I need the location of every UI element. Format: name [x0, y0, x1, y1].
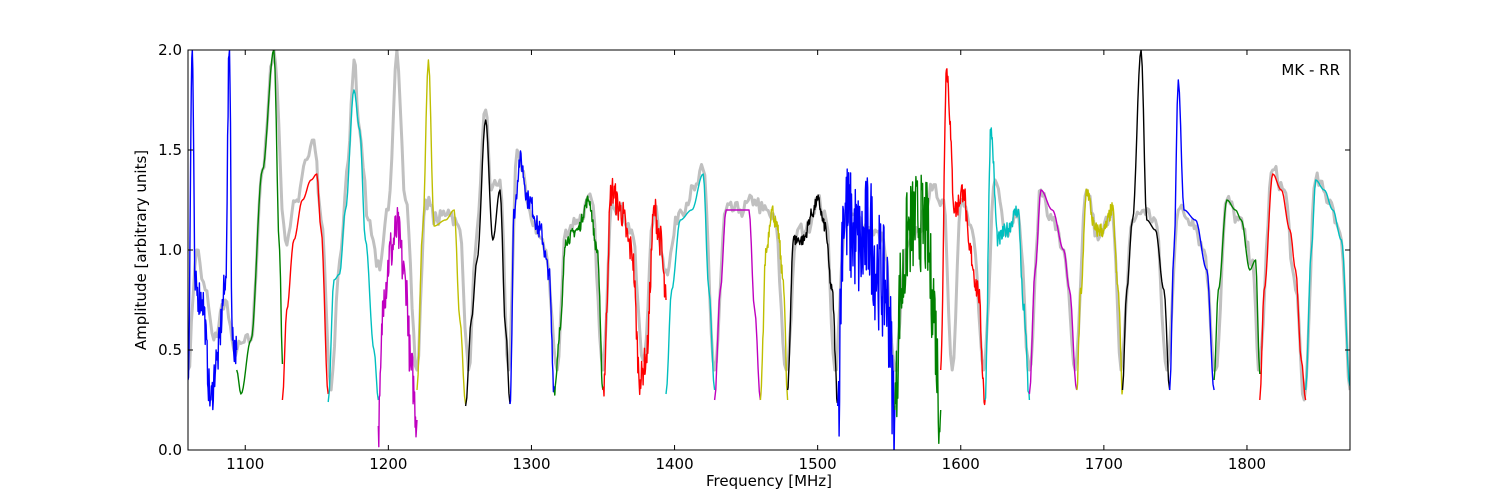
axis-ticks: 1100 1200 1300 1400 1500 1600 1700 1800 0.0 0.5 1.…	[158, 41, 1350, 473]
series-line-12	[713, 209, 762, 401]
series-line-24	[1259, 173, 1307, 401]
x-tick-label: 1700	[1085, 455, 1123, 473]
chart-annotation: MK - RR	[1281, 61, 1340, 79]
series-line-13	[759, 205, 789, 401]
series-line-21	[1121, 50, 1171, 391]
series-line-4	[327, 89, 379, 403]
series-line-9	[553, 195, 604, 396]
series-line-5	[377, 207, 418, 448]
series-line-15	[837, 168, 896, 450]
x-tick-label: 1400	[655, 455, 693, 473]
x-tick-label: 1300	[512, 455, 550, 473]
series-line-23	[1213, 199, 1261, 381]
series-line-18	[984, 127, 1031, 401]
series-line-1	[188, 50, 238, 411]
x-axis-label: Frequency [MHz]	[706, 472, 832, 490]
series-line-11	[665, 173, 716, 395]
series-line-20	[1076, 188, 1124, 395]
series-line-3	[281, 173, 329, 401]
x-tick-label: 1800	[1228, 455, 1266, 473]
series-line-2	[236, 50, 284, 395]
y-tick-label: 0.5	[158, 341, 182, 359]
x-tick-label: 1100	[226, 455, 264, 473]
series-line-10	[602, 177, 667, 397]
series-line-8	[509, 150, 555, 405]
y-tick-label: 0.0	[158, 441, 182, 459]
series-line-19	[1028, 189, 1078, 395]
y-tick-label: 1.5	[158, 141, 182, 159]
background-envelope-line	[188, 50, 1350, 402]
y-axis-label: Amplitude [arbitrary units]	[132, 150, 150, 350]
x-tick-label: 1500	[799, 455, 837, 473]
x-tick-label: 1600	[942, 455, 980, 473]
series-line-22	[1169, 79, 1215, 391]
x-tick-label: 1200	[369, 455, 407, 473]
series-line-25	[1304, 179, 1350, 391]
series-line-17	[940, 68, 986, 406]
series-line-6	[416, 59, 467, 405]
y-tick-label: 2.0	[158, 41, 182, 59]
series-line-14	[786, 194, 839, 404]
y-tick-label: 1.0	[158, 241, 182, 259]
series-line-7	[464, 119, 511, 407]
plot-area	[188, 50, 1350, 450]
series-line-16	[894, 174, 942, 444]
